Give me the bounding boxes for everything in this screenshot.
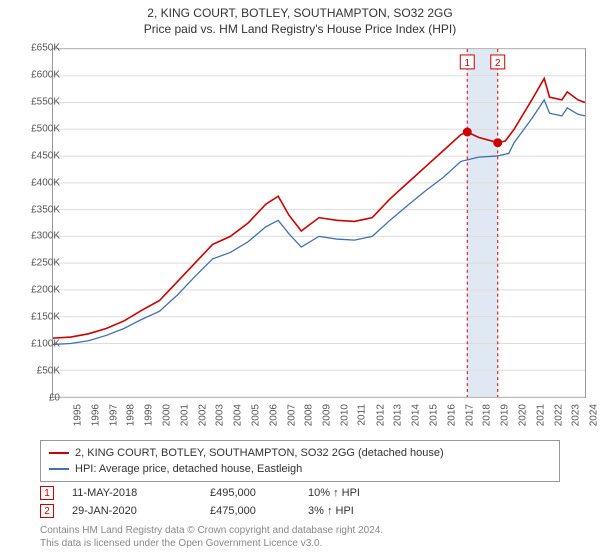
- title-block: 2, KING COURT, BOTLEY, SOUTHAMPTON, SO32…: [0, 0, 600, 36]
- y-tick-label: £0: [12, 393, 60, 404]
- title-line-2: Price paid vs. HM Land Registry's House …: [0, 22, 600, 36]
- x-tick-label: 2007: [286, 404, 297, 426]
- x-tick-label: 2011: [356, 404, 367, 426]
- x-tick-label: 2022: [553, 404, 564, 426]
- sale-badge-2: 2: [40, 504, 54, 518]
- y-tick-label: £300K: [12, 231, 60, 242]
- y-tick-label: £350K: [12, 204, 60, 215]
- x-tick-label: 2006: [268, 404, 279, 426]
- chart-container: 2, KING COURT, BOTLEY, SOUTHAMPTON, SO32…: [0, 0, 600, 560]
- sale-hpi-1: 10% ↑ HPI: [308, 487, 398, 499]
- x-tick-label: 1997: [108, 404, 119, 426]
- y-tick-label: £50K: [12, 366, 60, 377]
- svg-text:2: 2: [495, 58, 501, 69]
- legend-label-hpi: HPI: Average price, detached house, East…: [75, 461, 302, 477]
- legend-row-hpi: HPI: Average price, detached house, East…: [49, 461, 551, 477]
- title-line-1: 2, KING COURT, BOTLEY, SOUTHAMPTON, SO32…: [0, 6, 600, 20]
- x-tick-label: 2003: [215, 404, 226, 426]
- x-tick-label: 1998: [126, 404, 137, 426]
- chart-svg: 12: [53, 49, 585, 397]
- y-tick-label: £550K: [12, 96, 60, 107]
- legend-label-price-paid: 2, KING COURT, BOTLEY, SOUTHAMPTON, SO32…: [75, 445, 444, 461]
- x-tick-label: 2021: [535, 404, 546, 426]
- x-tick-label: 2010: [339, 404, 350, 426]
- chart-plot-area: 12: [52, 48, 586, 398]
- x-tick-label: 2018: [482, 404, 493, 426]
- x-tick-label: 2004: [232, 404, 243, 426]
- x-tick-label: 2000: [161, 404, 172, 426]
- sale-rows: 1 11-MAY-2018 £495,000 10% ↑ HPI 2 29-JA…: [40, 484, 398, 520]
- legend-swatch-blue: [49, 468, 69, 470]
- x-tick-label: 2014: [410, 404, 421, 426]
- x-tick-label: 1995: [72, 404, 83, 426]
- x-tick-label: 1996: [90, 404, 101, 426]
- legend-swatch-red: [49, 452, 69, 454]
- x-tick-label: 2016: [446, 404, 457, 426]
- footer: Contains HM Land Registry data © Crown c…: [40, 524, 383, 550]
- footer-line-1: Contains HM Land Registry data © Crown c…: [40, 524, 383, 537]
- x-tick-label: 2002: [197, 404, 208, 426]
- sale-hpi-2: 3% ↑ HPI: [308, 505, 398, 517]
- sale-row-1: 1 11-MAY-2018 £495,000 10% ↑ HPI: [40, 484, 398, 502]
- y-tick-label: £650K: [12, 43, 60, 54]
- y-tick-label: £500K: [12, 123, 60, 134]
- x-tick-label: 2001: [179, 404, 190, 426]
- x-tick-label: 2005: [250, 404, 261, 426]
- x-tick-label: 2013: [393, 404, 404, 426]
- svg-text:1: 1: [464, 58, 470, 69]
- sale-badge-1: 1: [40, 486, 54, 500]
- sale-date-1: 11-MAY-2018: [72, 487, 192, 499]
- x-tick-label: 2017: [464, 404, 475, 426]
- sale-price-2: £475,000: [210, 505, 290, 517]
- x-tick-label: 1999: [143, 404, 154, 426]
- y-tick-label: £600K: [12, 69, 60, 80]
- legend-row-price-paid: 2, KING COURT, BOTLEY, SOUTHAMPTON, SO32…: [49, 445, 551, 461]
- x-tick-label: 2023: [571, 404, 582, 426]
- x-tick-label: 2024: [588, 404, 599, 426]
- x-tick-label: 2020: [517, 404, 528, 426]
- x-tick-label: 2008: [304, 404, 315, 426]
- y-tick-label: £200K: [12, 285, 60, 296]
- y-tick-label: £450K: [12, 150, 60, 161]
- x-tick-label: 2015: [428, 404, 439, 426]
- y-tick-label: £250K: [12, 258, 60, 269]
- y-tick-label: £100K: [12, 339, 60, 350]
- sale-row-2: 2 29-JAN-2020 £475,000 3% ↑ HPI: [40, 502, 398, 520]
- legend-box: 2, KING COURT, BOTLEY, SOUTHAMPTON, SO32…: [40, 440, 560, 482]
- sale-price-1: £495,000: [210, 487, 290, 499]
- x-tick-label: 2009: [321, 404, 332, 426]
- sale-date-2: 29-JAN-2020: [72, 505, 192, 517]
- y-tick-label: £150K: [12, 312, 60, 323]
- y-tick-label: £400K: [12, 177, 60, 188]
- footer-line-2: This data is licensed under the Open Gov…: [40, 537, 383, 550]
- x-tick-label: 2019: [499, 404, 510, 426]
- x-tick-label: 2012: [375, 404, 386, 426]
